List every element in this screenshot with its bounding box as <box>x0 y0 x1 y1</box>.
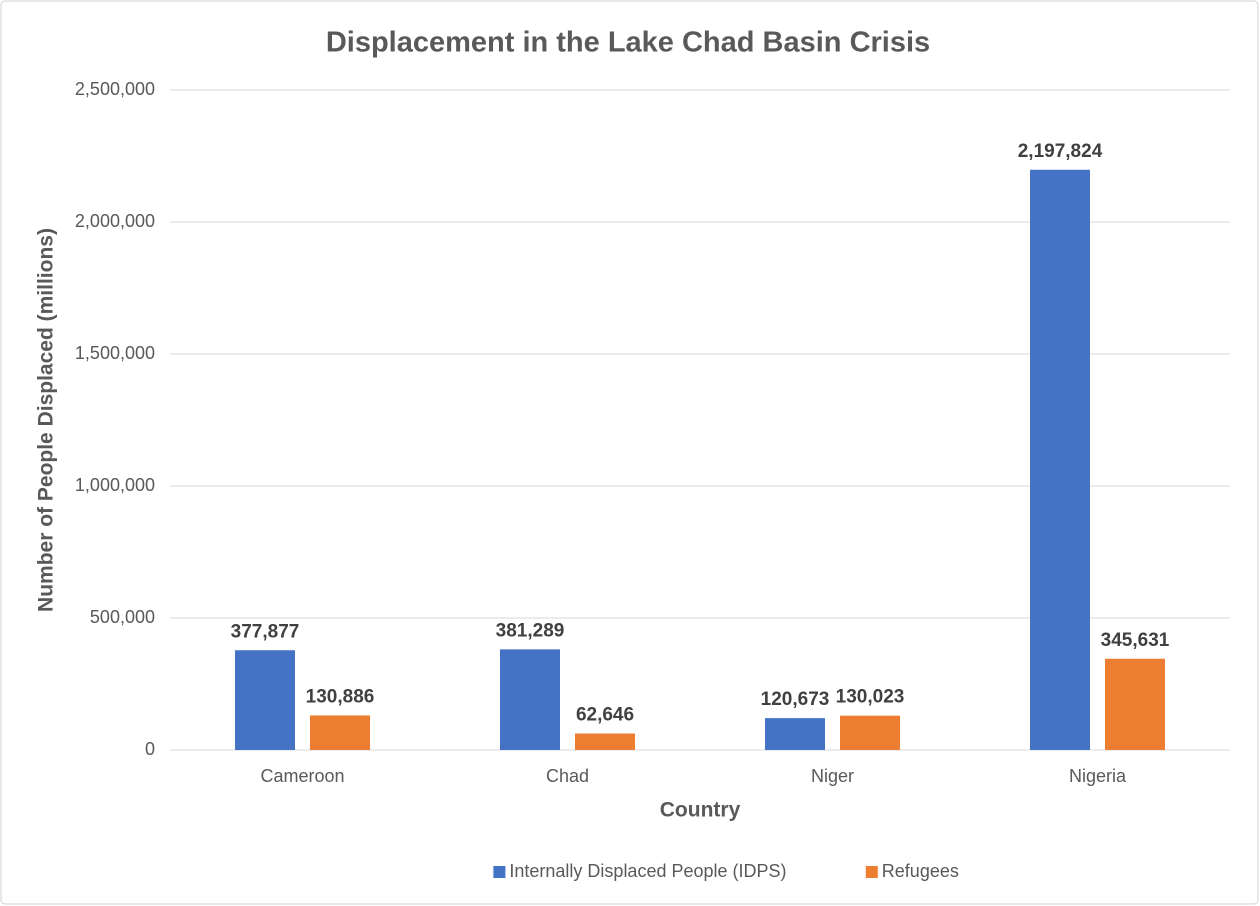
x-tick-label: Chad <box>546 766 589 786</box>
data-label: 130,023 <box>836 687 905 708</box>
data-label: 345,631 <box>1101 630 1170 651</box>
legend-swatch <box>865 866 878 878</box>
y-tick-label: 2,000,000 <box>75 211 155 231</box>
bar <box>840 715 900 750</box>
chart-title: Displacement in the Lake Chad Basin Cris… <box>326 27 930 59</box>
bar <box>235 650 295 750</box>
y-tick-label: 0 <box>145 739 155 759</box>
x-axis-label: Country <box>660 799 741 822</box>
data-label: 377,877 <box>231 621 300 642</box>
data-label: 62,646 <box>576 704 634 725</box>
legend-label: Internally Displaced People (IDPS) <box>509 861 786 881</box>
data-label: 120,673 <box>761 689 830 710</box>
bar <box>575 733 635 750</box>
x-tick-label: Nigeria <box>1069 766 1127 786</box>
data-label: 381,289 <box>496 620 565 641</box>
bar <box>1030 169 1090 750</box>
x-tick-label: Niger <box>811 766 854 786</box>
data-label: 130,886 <box>306 686 375 707</box>
y-tick-label: 2,500,000 <box>75 79 155 99</box>
y-axis-label: Number of People Displaced (millions) <box>35 228 58 612</box>
bar <box>310 715 370 750</box>
x-tick-label: Cameroon <box>260 766 344 786</box>
bar <box>765 718 825 750</box>
legend-label: Refugees <box>882 861 959 881</box>
bar <box>1105 658 1165 750</box>
y-tick-label: 1,000,000 <box>75 475 155 495</box>
bar <box>500 649 560 750</box>
data-label: 2,197,824 <box>1018 141 1103 162</box>
y-tick-label: 1,500,000 <box>75 343 155 363</box>
y-tick-label: 500,000 <box>90 607 155 627</box>
legend-swatch <box>493 866 506 878</box>
